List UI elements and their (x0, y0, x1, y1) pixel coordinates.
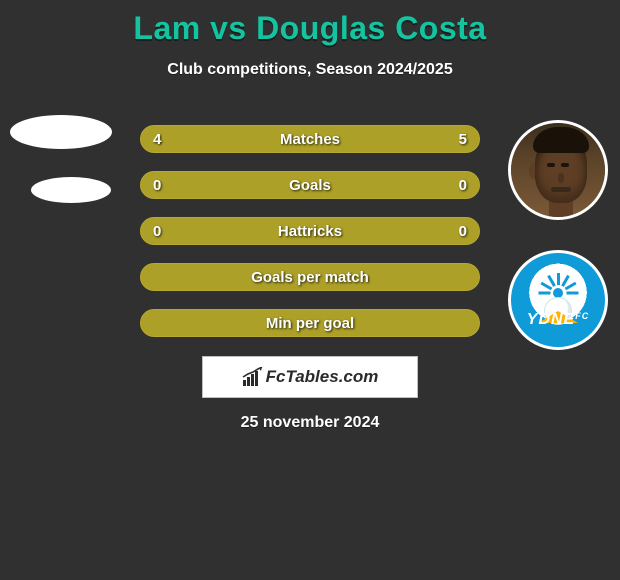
stat-label: Matches (141, 126, 479, 152)
player-face-icon (511, 123, 605, 217)
stat-label: Min per goal (141, 310, 479, 336)
stat-label: Goals per match (141, 264, 479, 290)
club-placeholder-ellipse (31, 177, 111, 203)
stat-label: Hattricks (141, 218, 479, 244)
stat-value-left: 0 (153, 172, 183, 198)
player-placeholder-ellipse (10, 115, 112, 149)
page-subtitle: Club competitions, Season 2024/2025 (0, 61, 620, 79)
stat-value-right: 5 (437, 126, 467, 152)
club-badge-text: YDNEFC (511, 311, 605, 329)
right-avatar-column: YDNEFC (508, 120, 608, 350)
brand-badge: FcTables.com (202, 356, 418, 398)
left-avatar-column (10, 115, 112, 203)
bars-growth-icon (242, 367, 264, 387)
club-badge: YDNEFC (508, 250, 608, 350)
stat-value-right: 0 (437, 218, 467, 244)
stat-value-right: 0 (437, 172, 467, 198)
stat-bars: Matches45Goals00Hattricks00Goals per mat… (140, 125, 480, 337)
page-title: Lam vs Douglas Costa (0, 0, 620, 47)
stat-bar: Goals0 0 (140, 171, 480, 199)
stat-bar: Goals per match (140, 263, 480, 291)
player-avatar (508, 120, 608, 220)
stat-bar: Min per goal (140, 309, 480, 337)
date-label: 25 november 2024 (0, 414, 620, 432)
stat-value-left: 0 (153, 218, 183, 244)
stat-value-left: 4 (153, 126, 183, 152)
stat-label: Goals (141, 172, 479, 198)
brand-text: FcTables.com (266, 367, 379, 387)
stat-bar: Hattricks0 0 (140, 217, 480, 245)
stat-bar: Matches4 5 (140, 125, 480, 153)
